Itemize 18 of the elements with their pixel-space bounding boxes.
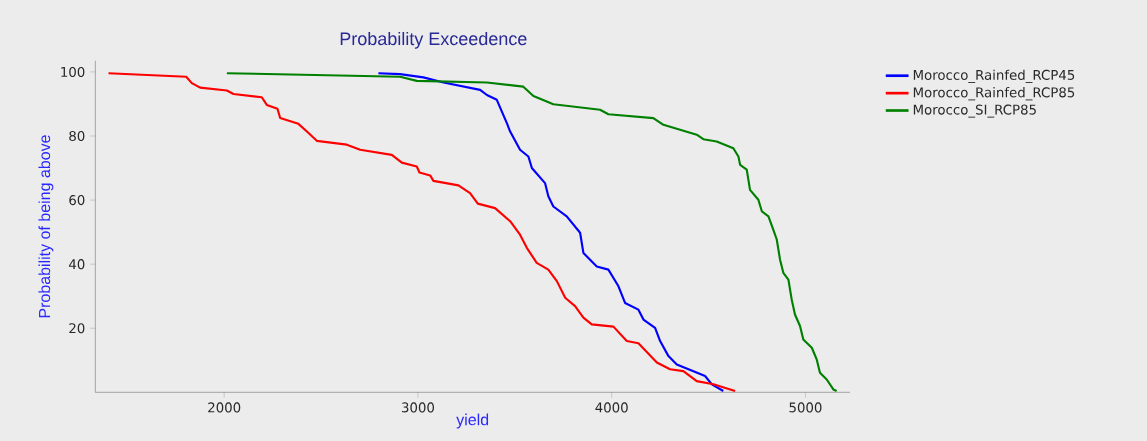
x-tick-label: 5000 — [789, 402, 822, 413]
x-tick-label: 2000 — [208, 402, 241, 413]
y-tick-label: 100 — [61, 66, 85, 77]
y-tick-label: 60 — [69, 195, 85, 206]
line-series — [377, 72, 725, 393]
y-axis-title: Probability of being above — [38, 135, 54, 318]
x-tick-label: 3000 — [401, 402, 435, 413]
y-tick-label: 40 — [68, 259, 85, 270]
y-tick-label: 80 — [69, 130, 85, 142]
chart-title: Probability Exceedence — [340, 31, 527, 49]
line-series — [225, 72, 838, 393]
y-tick-label: 20 — [69, 323, 85, 334]
legend-label: Morocco_Rainfed_RCP45 — [913, 69, 1075, 83]
x-tick-label: 4000 — [595, 402, 628, 413]
legend-label: Morocco_Rainfed_RCP85 — [913, 87, 1075, 101]
legend-label: Morocco_SI_RCP85 — [913, 104, 1036, 118]
x-axis-title: yield — [456, 413, 489, 429]
line-series — [107, 72, 737, 393]
